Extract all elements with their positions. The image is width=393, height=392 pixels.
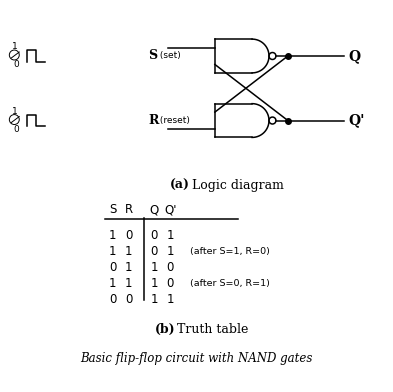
Text: 1: 1: [109, 245, 116, 258]
Text: 1: 1: [109, 229, 116, 242]
Text: 0: 0: [151, 245, 158, 258]
Text: (after S=0, R=1): (after S=0, R=1): [190, 279, 270, 288]
Text: 1: 1: [125, 245, 132, 258]
Text: 0: 0: [13, 125, 19, 134]
Text: 1: 1: [125, 277, 132, 290]
Text: (a): (a): [170, 179, 190, 192]
Text: (reset): (reset): [157, 116, 190, 125]
Text: S: S: [148, 49, 158, 62]
Text: 1: 1: [151, 293, 158, 306]
Text: R: R: [125, 203, 132, 216]
Text: 1: 1: [167, 245, 174, 258]
Text: 0: 0: [167, 261, 174, 274]
Text: 1: 1: [167, 229, 174, 242]
Text: 0: 0: [151, 229, 158, 242]
Text: 0: 0: [125, 229, 132, 242]
Text: (after S=1, R=0): (after S=1, R=0): [190, 247, 270, 256]
Text: 1: 1: [167, 293, 174, 306]
Text: 1: 1: [151, 261, 158, 274]
Text: 0: 0: [125, 293, 132, 306]
Text: 0: 0: [167, 277, 174, 290]
Text: Q: Q: [348, 49, 360, 63]
Text: 0: 0: [13, 60, 19, 69]
Text: 1: 1: [13, 42, 18, 51]
Text: (b): (b): [155, 323, 176, 336]
Text: 0: 0: [109, 293, 116, 306]
Text: Q': Q': [348, 114, 364, 127]
Text: 0: 0: [109, 261, 116, 274]
Text: 1: 1: [151, 277, 158, 290]
Text: Q': Q': [164, 203, 176, 216]
Text: 1: 1: [13, 107, 18, 116]
Text: 1: 1: [125, 261, 132, 274]
Text: (set): (set): [157, 51, 181, 60]
Text: Q: Q: [150, 203, 159, 216]
Text: Basic flip-flop circuit with NAND gates: Basic flip-flop circuit with NAND gates: [80, 352, 312, 365]
Text: Logic diagram: Logic diagram: [192, 179, 284, 192]
Text: R: R: [148, 114, 159, 127]
Text: Truth table: Truth table: [177, 323, 248, 336]
Text: S: S: [109, 203, 116, 216]
Text: 1: 1: [109, 277, 116, 290]
